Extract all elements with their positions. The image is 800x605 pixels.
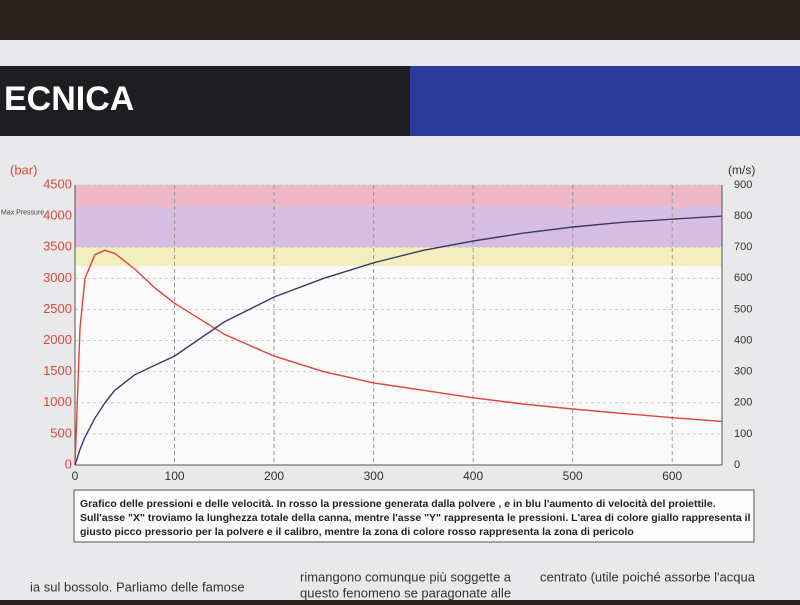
- header-bar: [0, 66, 410, 136]
- zone-label: Max Pressure: [1, 210, 44, 217]
- y-tick-label: 3500: [43, 239, 72, 254]
- y-axis-title: (bar): [10, 162, 37, 177]
- y-tick-label: 500: [50, 425, 72, 440]
- y2-tick-label: 200: [734, 397, 752, 409]
- series-line: [74, 249, 723, 466]
- caption-box: [73, 489, 755, 543]
- series-line: [74, 215, 723, 466]
- y-tick-label: 1000: [43, 394, 72, 409]
- y2-tick-label: 300: [734, 366, 752, 378]
- header-title: ECNICA: [4, 80, 134, 118]
- body-text: centrato (utile poiché assorbe l'acqua: [540, 569, 756, 584]
- x-tick-label: 200: [264, 469, 284, 483]
- body-text: questo fenomeno se paragonate alle: [300, 585, 511, 600]
- x-tick-label: 300: [364, 469, 384, 483]
- y2-tick-label: 800: [734, 210, 752, 222]
- y-tick-label: 4500: [43, 176, 72, 191]
- y2-tick-label: 0: [734, 459, 740, 471]
- caption-line: giusto picco pressorio per la polvere e …: [80, 526, 634, 538]
- y-tick-label: 3000: [43, 270, 72, 285]
- caption-line: Sull'asse "X" troviamo la lunghezza tota…: [80, 512, 751, 524]
- x-tick-label: 100: [165, 469, 185, 483]
- y2-tick-label: 600: [734, 272, 752, 284]
- y2-tick-label: 900: [734, 179, 752, 191]
- zone-band: [75, 206, 722, 248]
- body-text: rimangono comunque più soggette a: [300, 569, 512, 584]
- x-tick-label: 600: [662, 469, 682, 483]
- body-text: ia sul bossolo. Parliamo delle famose: [30, 579, 245, 594]
- header-accent: [410, 66, 800, 136]
- y2-axis-title: (m/s): [728, 163, 755, 177]
- zone-band: [75, 185, 722, 207]
- y-tick-label: 2500: [43, 301, 72, 316]
- x-tick-label: 0: [72, 469, 79, 483]
- x-tick-label: 400: [463, 469, 483, 483]
- y2-tick-label: 700: [734, 241, 752, 253]
- caption-line: Grafico delle pressioni e delle velocità…: [80, 498, 716, 510]
- photo-background: [0, 0, 800, 40]
- x-tick-label: 500: [563, 469, 583, 483]
- y2-tick-label: 400: [734, 334, 752, 346]
- y-tick-label: 2000: [43, 332, 72, 347]
- y2-tick-label: 100: [734, 428, 752, 440]
- y2-tick-label: 500: [734, 303, 752, 315]
- y-tick-label: 1500: [43, 363, 72, 378]
- y-tick-label: 0: [65, 456, 72, 471]
- y-tick-label: 4000: [43, 208, 72, 223]
